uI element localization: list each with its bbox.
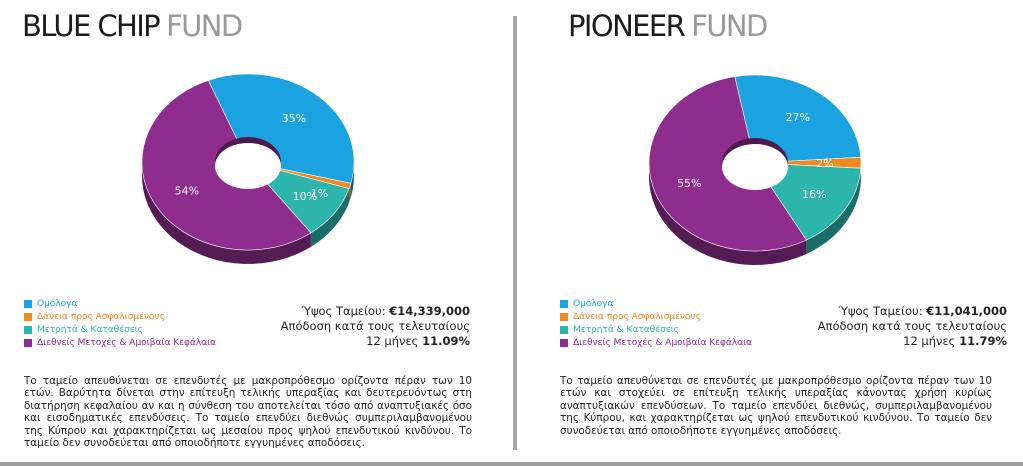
fund-return-label: Απόδοση κατά τους τελευταίους: [280, 319, 470, 333]
pie-slice-side: [142, 162, 311, 264]
legend-swatch: [560, 312, 568, 321]
pie-chart: 35% 1%10% 54%: [141, 73, 355, 264]
pie-data-label: 55%: [677, 177, 701, 190]
pie-data-label: 1%: [311, 187, 328, 200]
pie-hole-wall: [722, 138, 788, 172]
fund-title: PIONEER FUND: [568, 9, 768, 43]
legend-item: Διεθνείς Μετοχές & Αμοιβαία Κεφάλαια: [24, 336, 216, 349]
pie-hole-wall: [215, 137, 281, 171]
fund-title-main: PIONEER: [568, 9, 686, 43]
legend-label: Δάνεια προς Ασφαλισμένους: [573, 311, 702, 322]
pie-data-label: 2%: [816, 157, 833, 170]
legend-swatch: [24, 312, 32, 321]
fund-return-period: 12 μήνες: [903, 334, 956, 348]
fund-size-line: Ύψος Ταμείου: €11,041,000: [818, 304, 1007, 319]
fund-size-value: €11,041,000: [926, 304, 1007, 318]
legend-label: Ομόλογα: [37, 298, 78, 309]
chart-legend: Ομόλογα Δάνεια προς Ασφαλισμένους Μετρητ…: [560, 297, 752, 349]
legend-item: Μετρητά & Καταθέσεις: [560, 323, 752, 336]
bottom-rule: [0, 462, 1023, 466]
legend-swatch: [560, 299, 568, 308]
fund-stats: Ύψος Ταμείου: €14,339,000 Απόδοση κατά τ…: [281, 304, 470, 349]
pie-data-label: 16%: [802, 188, 826, 201]
pie-data-label: 10%: [293, 190, 317, 203]
fund-size-line: Ύψος Ταμείου: €14,339,000: [281, 304, 470, 319]
legend-item: Διεθνείς Μετοχές & Αμοιβαία Κεφάλαια: [560, 336, 752, 349]
chart-legend: Ομόλογα Δάνεια προς Ασφαλισμένους Μετρητ…: [24, 297, 216, 349]
fund-return-line: 12 μήνες 11.79%: [818, 334, 1007, 349]
pie-data-label: 27%: [785, 111, 809, 124]
legend-label: Δάνεια προς Ασφαλισμένους: [37, 311, 166, 322]
legend-item: Ομόλογα: [24, 297, 216, 310]
legend-item: Δάνεια προς Ασφαλισμένους: [560, 310, 752, 323]
fund-return-period: 12 μήνες: [366, 334, 419, 348]
fund-return-value: 11.09%: [422, 334, 470, 348]
legend-swatch: [24, 338, 32, 347]
legend-swatch: [24, 325, 32, 334]
pie-slice: [207, 73, 355, 184]
fund-size-value: €14,339,000: [389, 304, 470, 318]
fund-title: BLUE CHIP FUND: [22, 9, 243, 43]
fund-description: Το ταμείο απευθύνεται σε επενδυτές με μα…: [24, 375, 472, 450]
legend-swatch: [24, 299, 32, 308]
panel-divider: [513, 16, 517, 450]
pie-chart: 27% 2% 16% 55%: [648, 74, 862, 265]
legend-label: Διεθνείς Μετοχές & Αμοιβαία Κεφάλαια: [37, 337, 217, 348]
legend-label: Διεθνείς Μετοχές & Αμοιβαία Κεφάλαια: [573, 337, 753, 348]
fund-return-value: 11.79%: [959, 334, 1007, 348]
fund-return-line: 12 μήνες 11.09%: [281, 334, 470, 349]
legend-item: Ομόλογα: [560, 297, 752, 310]
legend-label: Μετρητά & Καταθέσεις: [37, 324, 144, 335]
fund-stats: Ύψος Ταμείου: €11,041,000 Απόδοση κατά τ…: [818, 304, 1007, 349]
fund-panel-pioneer: PIONEER FUND 27% 2% 16% 55% Ομόλογα Δάνεια π…: [532, 0, 1023, 466]
pie-slice-side: [310, 188, 350, 247]
fund-size-label: Ύψος Ταμείου:: [838, 304, 923, 318]
fund-panel-blue-chip: BLUE CHIP FUND 35% 1% 10% 54% Ομόλογα Δάνεια…: [0, 0, 500, 466]
legend-swatch: [560, 338, 568, 347]
pie-data-label: 35%: [282, 112, 306, 125]
fund-description: Το ταμείο απευθύνεται σε επενδυτές με μα…: [560, 375, 992, 437]
fund-title-main: BLUE CHIP: [22, 9, 161, 43]
legend-item: Δάνεια προς Ασφαλισμένους: [24, 310, 216, 323]
pie-hole: [722, 144, 788, 190]
pie-slice-side: [649, 163, 807, 265]
legend-label: Ομόλογα: [573, 298, 614, 309]
legend-label: Μετρητά & Καταθέσεις: [573, 324, 680, 335]
fund-size-label: Ύψος Ταμείου:: [301, 304, 386, 318]
fund-title-suffix: FUND: [166, 9, 243, 43]
pie-slice: [754, 162, 862, 241]
fund-title-suffix: FUND: [691, 9, 768, 43]
legend-item: Μετρητά & Καταθέσεις: [24, 323, 216, 336]
fund-return-label: Απόδοση κατά τους τελευταίους: [817, 319, 1007, 333]
pie-data-label: 54%: [175, 184, 199, 197]
pie-hole: [215, 143, 281, 189]
legend-swatch: [560, 325, 568, 334]
